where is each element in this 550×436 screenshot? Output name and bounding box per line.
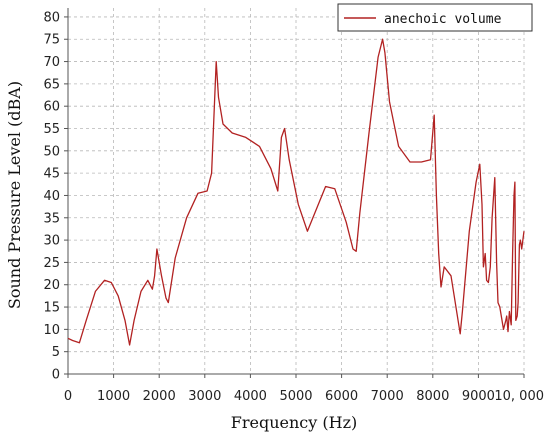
- x-tick-label: 6000: [325, 389, 358, 404]
- x-axis-title: Frequency (Hz): [231, 413, 358, 432]
- y-tick-label: 5: [52, 345, 60, 360]
- y-tick-label: 75: [43, 33, 60, 48]
- y-tick-label: 15: [43, 301, 60, 316]
- x-tick-label: 3000: [188, 389, 221, 404]
- y-tick-label: 0: [52, 368, 60, 383]
- x-tick-label: 5000: [279, 389, 312, 404]
- x-tick-label: 7000: [371, 389, 404, 404]
- y-tick-label: 45: [43, 167, 60, 182]
- x-tick-label: 9000: [462, 389, 495, 404]
- y-tick-label: 70: [43, 55, 60, 70]
- y-tick-label: 40: [43, 189, 60, 204]
- x-tick-label: 10, 000: [494, 389, 544, 404]
- y-tick-label: 35: [43, 211, 60, 226]
- series-lines: [67, 38, 525, 346]
- y-tick-label: 30: [43, 234, 60, 249]
- x-tick-label: 4000: [234, 389, 267, 404]
- x-tick-label: 0: [64, 389, 72, 404]
- y-tick-label: 55: [43, 122, 60, 137]
- x-tick-label: 2000: [143, 389, 176, 404]
- y-tick-label: 25: [43, 256, 60, 271]
- y-tick-label: 60: [43, 100, 60, 115]
- tick-labels: 0 5 10 15 20 25 30 35 40 45 50 55 60 65 70 75 80 0 1000 200…: [43, 10, 544, 404]
- axes: [64, 8, 525, 378]
- y-tick-label: 80: [43, 10, 60, 25]
- y-axis-title: Sound Pressure Level (dBA): [5, 81, 24, 309]
- x-tick-label: 8000: [416, 389, 449, 404]
- legend-label: anechoic volume: [384, 12, 502, 27]
- y-tick-label: 20: [43, 278, 60, 293]
- y-tick-label: 50: [43, 144, 60, 159]
- series-line: [67, 38, 525, 346]
- x-tick-label: 1000: [97, 389, 130, 404]
- legend: anechoic volume: [337, 3, 533, 32]
- y-tick-label: 10: [43, 323, 60, 338]
- y-tick-label: 65: [43, 77, 60, 92]
